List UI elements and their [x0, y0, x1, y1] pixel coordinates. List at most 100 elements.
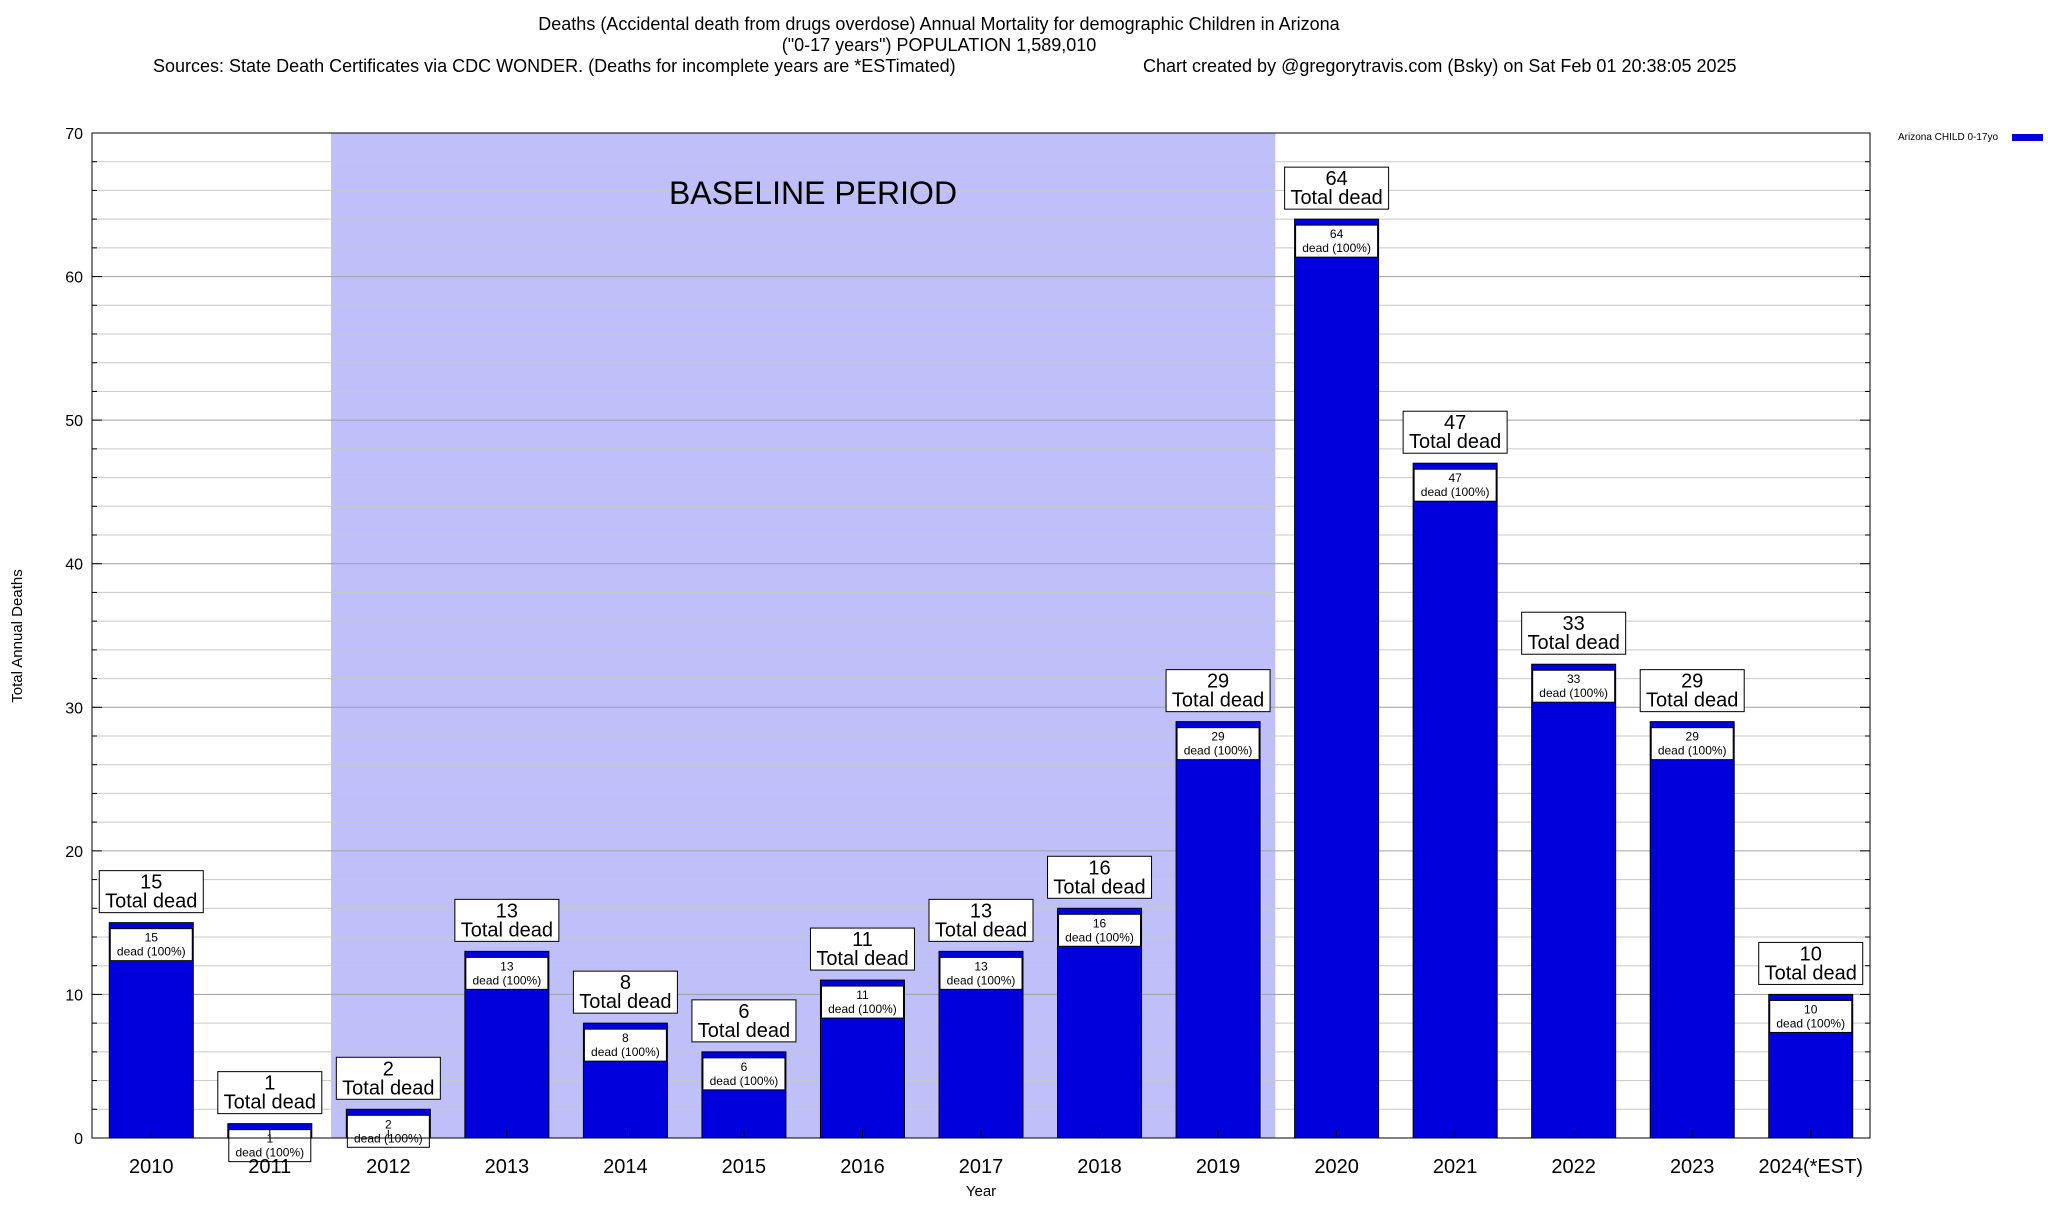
x-tick-label: 2023: [1670, 1156, 1715, 1178]
outer-label-box: [1047, 855, 1153, 899]
inner-label-value: 29: [1686, 730, 1700, 744]
inner-label-suffix: dead (100%): [1184, 744, 1253, 758]
x-tick-label: 2010: [129, 1156, 174, 1178]
chart-title-line-1: Deaths (Accidental death from drugs over…: [538, 14, 1340, 34]
inner-label-value: 2: [385, 1117, 392, 1131]
y-tick-label: 30: [65, 700, 83, 717]
chart-subtitle-sources: Sources: State Death Certificates via CD…: [153, 56, 956, 76]
inner-label-value: 8: [622, 1031, 629, 1045]
inner-label-value: 10: [1804, 1002, 1818, 1016]
outer-label-value: 2: [383, 1058, 394, 1080]
outer-label-box: [335, 1056, 441, 1100]
x-tick-label: 2019: [1196, 1156, 1241, 1178]
outer-label-suffix: Total dead: [1053, 876, 1145, 898]
inner-label-value: 16: [1093, 916, 1107, 930]
y-tick-label: 50: [65, 413, 83, 430]
x-tick-label: 2021: [1433, 1156, 1478, 1178]
inner-label-value: 13: [500, 959, 514, 973]
x-tick-label: 2018: [1077, 1156, 1122, 1178]
baseline-period-label: BASELINE PERIOD: [669, 175, 957, 211]
outer-label-box: [1402, 410, 1508, 454]
x-tick-label: 2013: [485, 1156, 530, 1178]
inner-label-box: [583, 1028, 667, 1062]
inner-label-box: [820, 985, 904, 1019]
outer-label-suffix: Total dead: [1765, 962, 1857, 984]
inner-label-suffix: dead (100%): [591, 1045, 660, 1059]
outer-label-box: [1639, 669, 1745, 713]
legend-swatch: [2012, 134, 2043, 141]
outer-label-suffix: Total dead: [461, 919, 553, 941]
inner-label-box: [702, 1057, 786, 1091]
outer-label-box: [1165, 669, 1271, 713]
outer-label-value: 11: [852, 929, 873, 951]
inner-label-box: [1413, 468, 1497, 502]
outer-label-value: 16: [1088, 857, 1110, 879]
inner-label-box: [1650, 727, 1734, 761]
outer-label-box: [217, 1071, 323, 1115]
inner-label-box: [1176, 727, 1260, 761]
y-tick-label: 60: [65, 270, 83, 287]
inner-label-box: [1769, 999, 1853, 1033]
outer-label-value: 15: [140, 872, 162, 894]
axes-layer: 0 10 20 30 40 50 60 70 2010 2011 2012 2013 2014 2015 2…: [65, 126, 1870, 1178]
outer-label-suffix: Total dead: [1646, 690, 1738, 712]
bar-2019: [1175, 721, 1261, 1139]
inner-label-box: [465, 956, 549, 990]
x-tick-label: 2017: [959, 1156, 1004, 1178]
outer-label-suffix: Total dead: [342, 1077, 434, 1099]
outer-label-suffix: Total dead: [1172, 690, 1264, 712]
inner-label-suffix: dead (100%): [473, 973, 542, 987]
inner-label-box: [1058, 913, 1142, 947]
inner-label-value: 13: [974, 959, 988, 973]
inner-label-value: 64: [1330, 227, 1344, 241]
outer-label-value: 33: [1563, 613, 1585, 635]
x-tick-label: 2022: [1551, 1156, 1596, 1178]
inner-label-value: 47: [1448, 471, 1462, 485]
outer-label-value: 10: [1800, 943, 1822, 965]
inner-label-suffix: dead (100%): [1302, 241, 1371, 255]
y-tick-label: 20: [65, 844, 83, 861]
y-tick-label: 0: [74, 1131, 83, 1148]
x-tick-label: 2020: [1314, 1156, 1359, 1178]
outer-label-box: [1758, 941, 1864, 985]
legend-label: Arizona CHILD 0-17yo: [1898, 132, 1998, 143]
outer-label-box: [98, 870, 204, 914]
inner-label-suffix: dead (100%): [710, 1074, 779, 1088]
outer-label-suffix: Total dead: [224, 1092, 316, 1114]
inner-label-suffix: dead (100%): [828, 1002, 897, 1016]
x-tick-label: 2011: [248, 1156, 291, 1178]
outer-label-value: 64: [1325, 168, 1347, 190]
x-axis-label: Year: [966, 1183, 996, 1200]
outer-label-box: [928, 898, 1034, 942]
outer-label-suffix: Total dead: [698, 1020, 790, 1042]
inner-label-box: [1532, 669, 1616, 703]
outer-label-value: 29: [1207, 671, 1229, 693]
inner-label-box: [939, 956, 1023, 990]
outer-label-box: [1284, 166, 1390, 210]
bar-2022: [1531, 663, 1617, 1139]
inner-label-box: [1295, 224, 1379, 258]
inner-label-value: 33: [1567, 672, 1581, 686]
y-axis-label: Total Annual Deaths: [9, 569, 26, 702]
outer-label-suffix: Total dead: [579, 991, 671, 1013]
y-tick-label: 70: [65, 126, 83, 143]
y-tick-label: 10: [65, 987, 83, 1004]
outer-label-box: [691, 999, 797, 1043]
inner-label-value: 11: [856, 988, 869, 1002]
bar-2021: [1412, 462, 1498, 1139]
outer-label-value: 6: [738, 1001, 749, 1023]
outer-label-suffix: Total dead: [1528, 632, 1620, 654]
text-layer: Deaths (Accidental death from drugs over…: [9, 14, 2043, 1200]
inner-label-suffix: dead (100%): [947, 973, 1016, 987]
outer-label-value: 1: [264, 1073, 275, 1095]
inner-label-suffix: dead (100%): [1065, 930, 1134, 944]
x-tick-label: 2024(*EST): [1758, 1156, 1863, 1178]
outer-label-value: 29: [1681, 671, 1703, 693]
y-tick-label: 40: [65, 557, 83, 574]
x-tick-label: 2012: [366, 1156, 411, 1178]
bar-2020: [1294, 218, 1380, 1139]
outer-label-value: 13: [970, 900, 992, 922]
